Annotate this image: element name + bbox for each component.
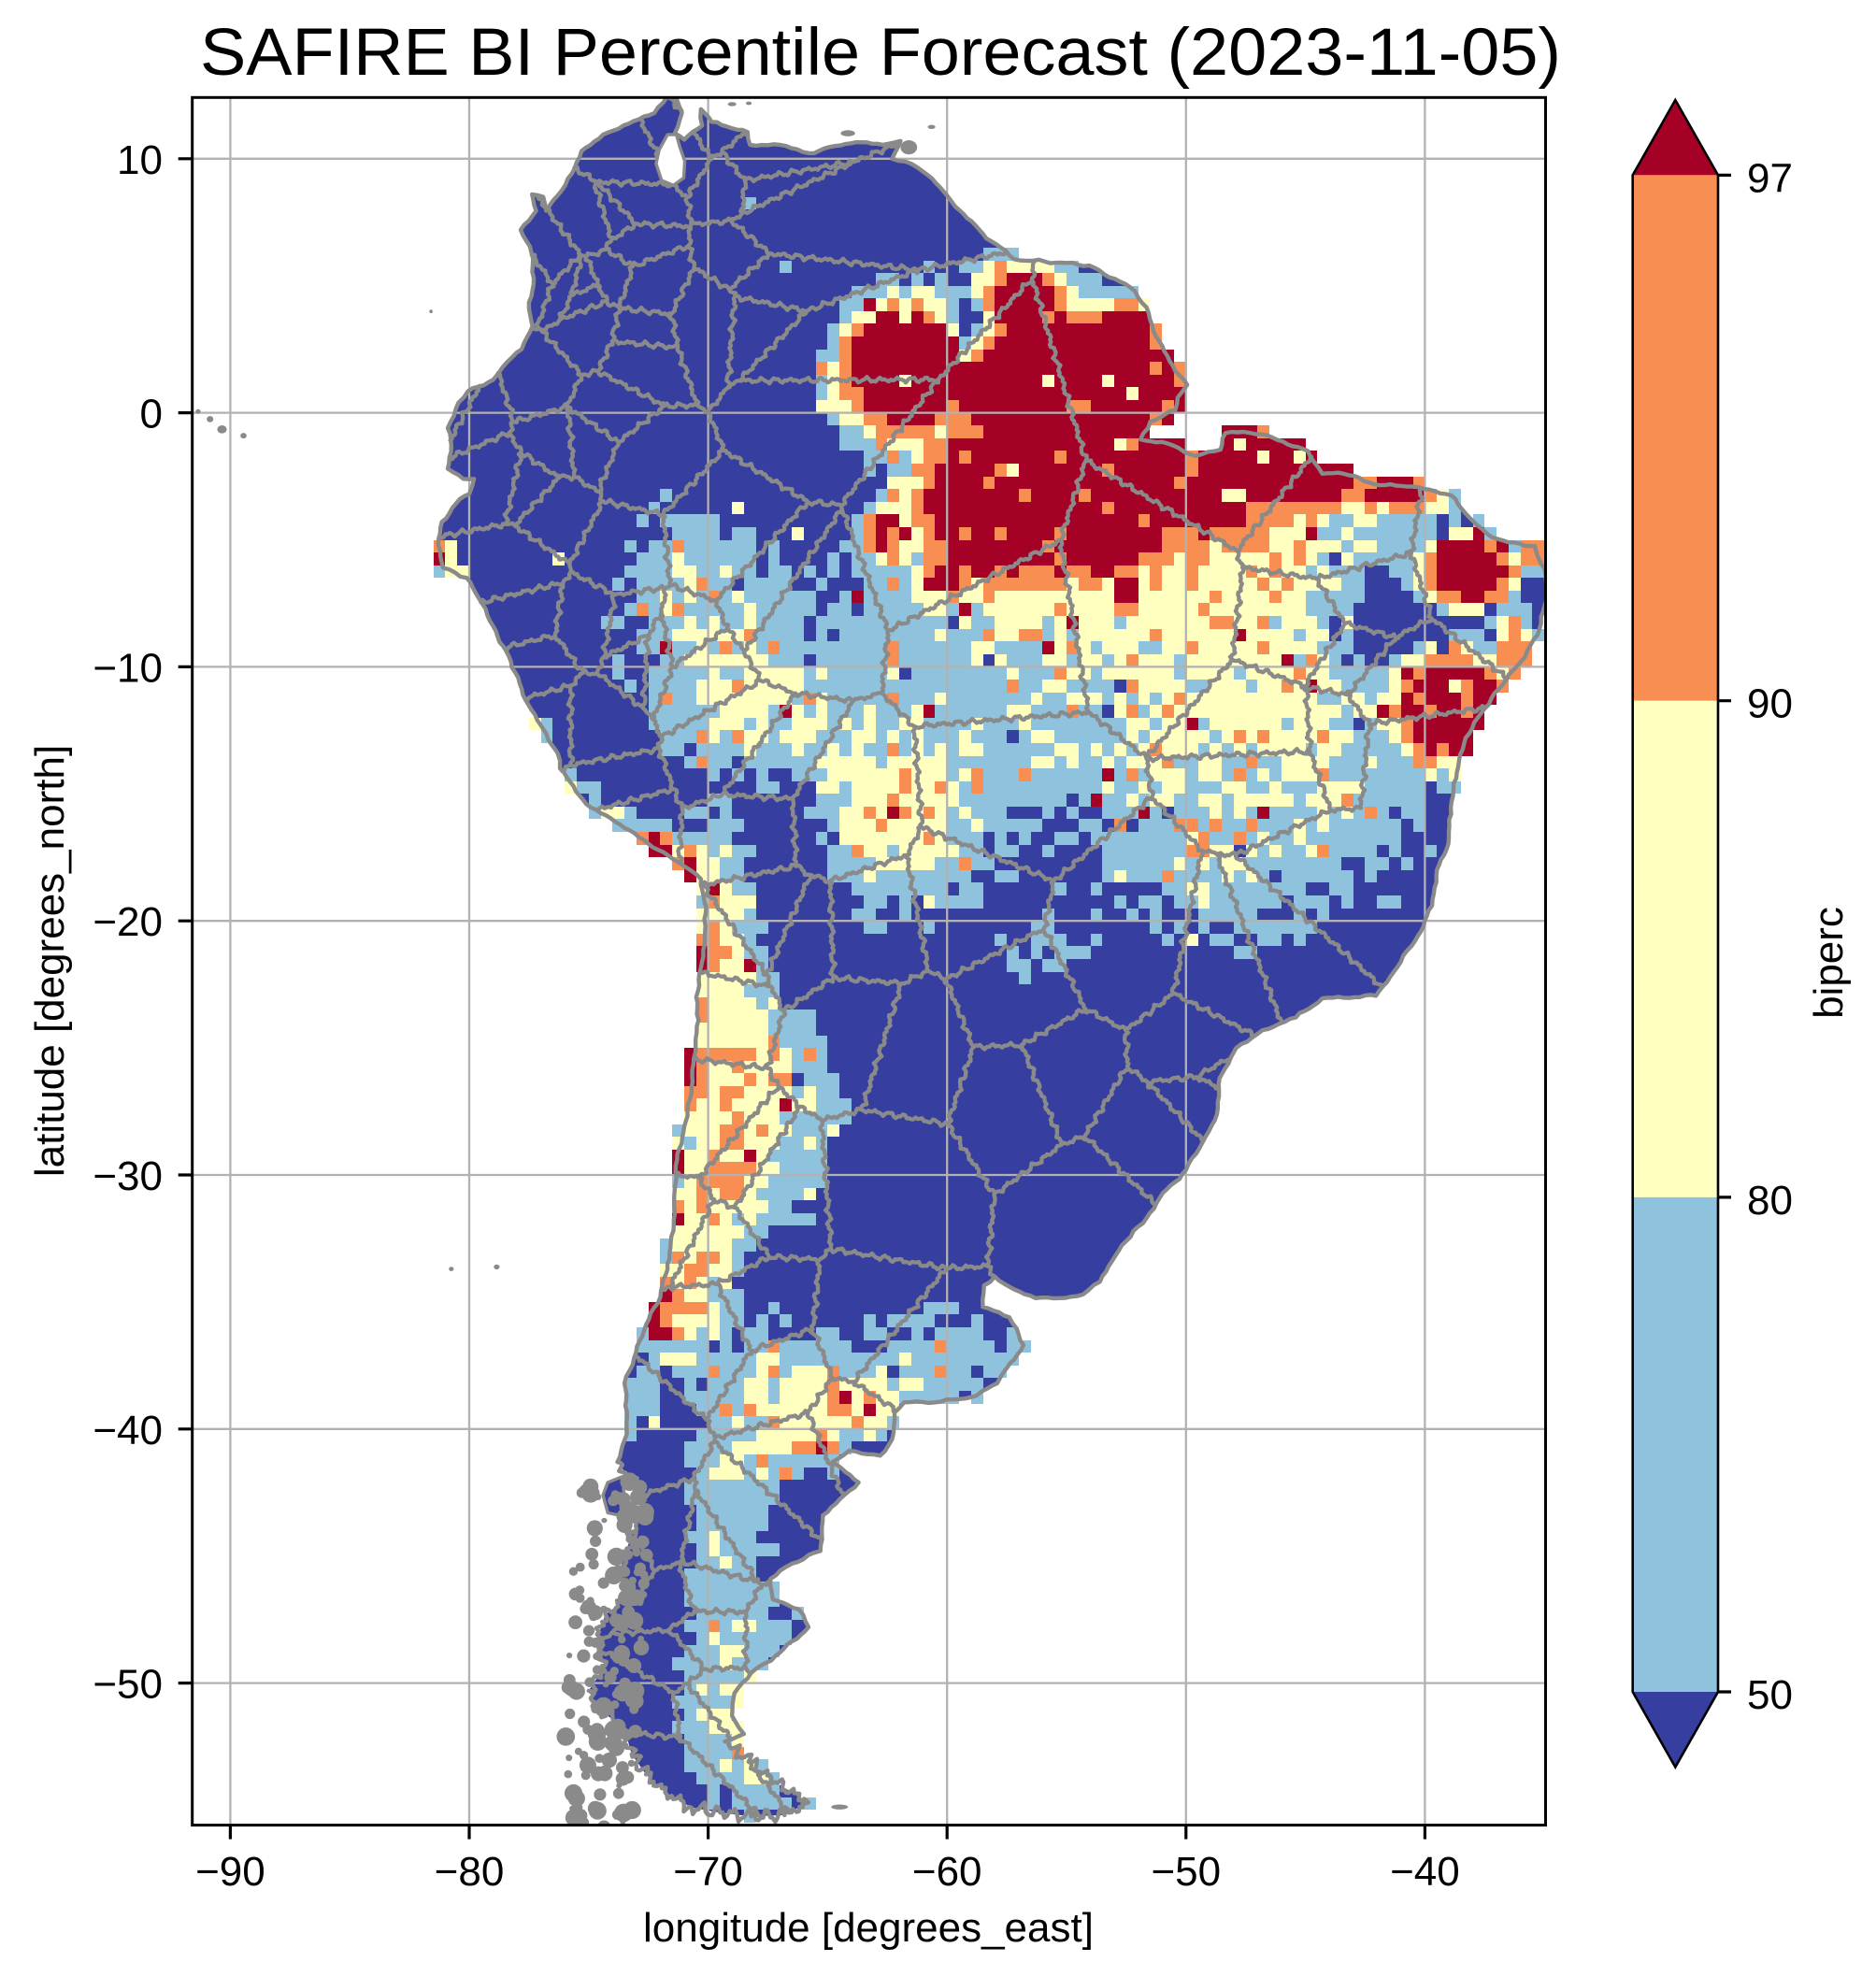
svg-text:−90: −90 (195, 1849, 265, 1895)
svg-text:latitude [degrees_north]: latitude [degrees_north] (27, 745, 73, 1177)
svg-text:−40: −40 (1390, 1849, 1460, 1895)
svg-text:−40: −40 (93, 1408, 163, 1453)
svg-text:SAFIRE BI Percentile Forecast: SAFIRE BI Percentile Forecast (2023-11-0… (200, 16, 1561, 90)
svg-text:−10: −10 (93, 645, 163, 691)
svg-text:longitude [degrees_east]: longitude [degrees_east] (643, 1905, 1094, 1951)
svg-text:97: 97 (1747, 155, 1793, 201)
svg-text:−70: −70 (673, 1849, 743, 1895)
svg-text:80: 80 (1747, 1178, 1793, 1224)
svg-text:−50: −50 (93, 1662, 163, 1708)
svg-text:50: 50 (1747, 1672, 1793, 1718)
svg-text:10: 10 (117, 137, 163, 183)
svg-text:90: 90 (1747, 681, 1793, 727)
svg-text:−50: −50 (1151, 1849, 1221, 1895)
svg-text:−60: −60 (912, 1849, 982, 1895)
svg-text:biperc: biperc (1806, 907, 1852, 1019)
svg-text:−30: −30 (93, 1153, 163, 1199)
svg-text:−20: −20 (93, 899, 163, 945)
svg-text:−80: −80 (435, 1849, 505, 1895)
svg-text:0: 0 (140, 392, 163, 437)
